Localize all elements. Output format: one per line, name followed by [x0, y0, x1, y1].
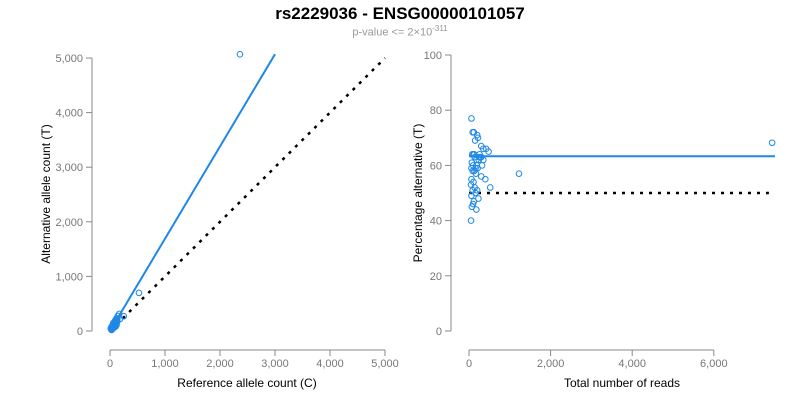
data-point	[468, 192, 475, 200]
data-point	[470, 197, 478, 205]
y-tick-label: 40	[430, 216, 442, 228]
reference-line	[109, 57, 386, 332]
x-tick-label: 2,000	[537, 358, 565, 370]
data-point	[485, 148, 492, 155]
data-point	[135, 289, 143, 297]
y-axis-label: Percentage alternative (T)	[411, 124, 425, 263]
subtitle-base: 10	[419, 26, 433, 39]
data-point	[473, 131, 481, 139]
data-point	[477, 173, 485, 180]
y-tick-label: 80	[430, 105, 442, 117]
y-tick-label: 0	[436, 326, 442, 338]
y-tick-label: 60	[430, 160, 442, 172]
data-point	[768, 139, 776, 147]
x-tick-label: 2,000	[206, 358, 234, 370]
x-axis-label: Total number of reads	[564, 376, 680, 390]
x-axis-label: Reference allele count (C)	[177, 376, 316, 390]
x-tick-label: 6,000	[700, 358, 728, 370]
data-point	[467, 217, 475, 224]
y-tick-label: 0	[77, 326, 83, 338]
y-tick-label: 4,000	[55, 108, 83, 120]
data-point	[114, 315, 121, 323]
x-tick-label: 4,000	[618, 358, 646, 370]
subtitle-exponent: -311	[432, 24, 448, 33]
fit-line	[109, 53, 276, 332]
data-point	[471, 151, 478, 158]
data-point	[468, 115, 475, 122]
data-point	[479, 145, 487, 153]
chart-subtitle: p-value <= 2×10-311	[0, 24, 800, 39]
y-tick-label: 1,000	[55, 271, 83, 283]
x-tick-label: 4,000	[316, 358, 344, 370]
data-point	[515, 170, 523, 177]
data-point	[473, 206, 480, 213]
data-point	[479, 156, 487, 164]
data-point	[236, 51, 244, 58]
data-point	[468, 164, 475, 172]
subtitle-prefix: p-value <= 2	[352, 26, 414, 39]
x-tick-label: 0	[107, 358, 113, 370]
y-tick-label: 5,000	[55, 53, 83, 65]
data-point	[472, 170, 480, 177]
y-tick-label: 20	[430, 271, 442, 283]
y-tick-label: 100	[424, 50, 442, 62]
data-point	[471, 137, 479, 144]
data-point	[473, 162, 481, 169]
y-axis-label: Alternative allele count (T)	[39, 124, 53, 263]
x-tick-label: 5,000	[371, 358, 399, 370]
data-point	[486, 184, 494, 191]
data-point	[482, 175, 489, 183]
x-tick-label: 0	[466, 358, 472, 370]
y-tick-label: 2,000	[55, 217, 83, 229]
subtitle-times: ×	[413, 26, 420, 39]
chart-title: rs2229036 - ENSG00000101057	[275, 4, 525, 23]
y-tick-label: 3,000	[55, 162, 83, 174]
x-tick-label: 1,000	[151, 358, 179, 370]
x-tick-label: 3,000	[261, 358, 289, 370]
data-point	[110, 321, 118, 329]
